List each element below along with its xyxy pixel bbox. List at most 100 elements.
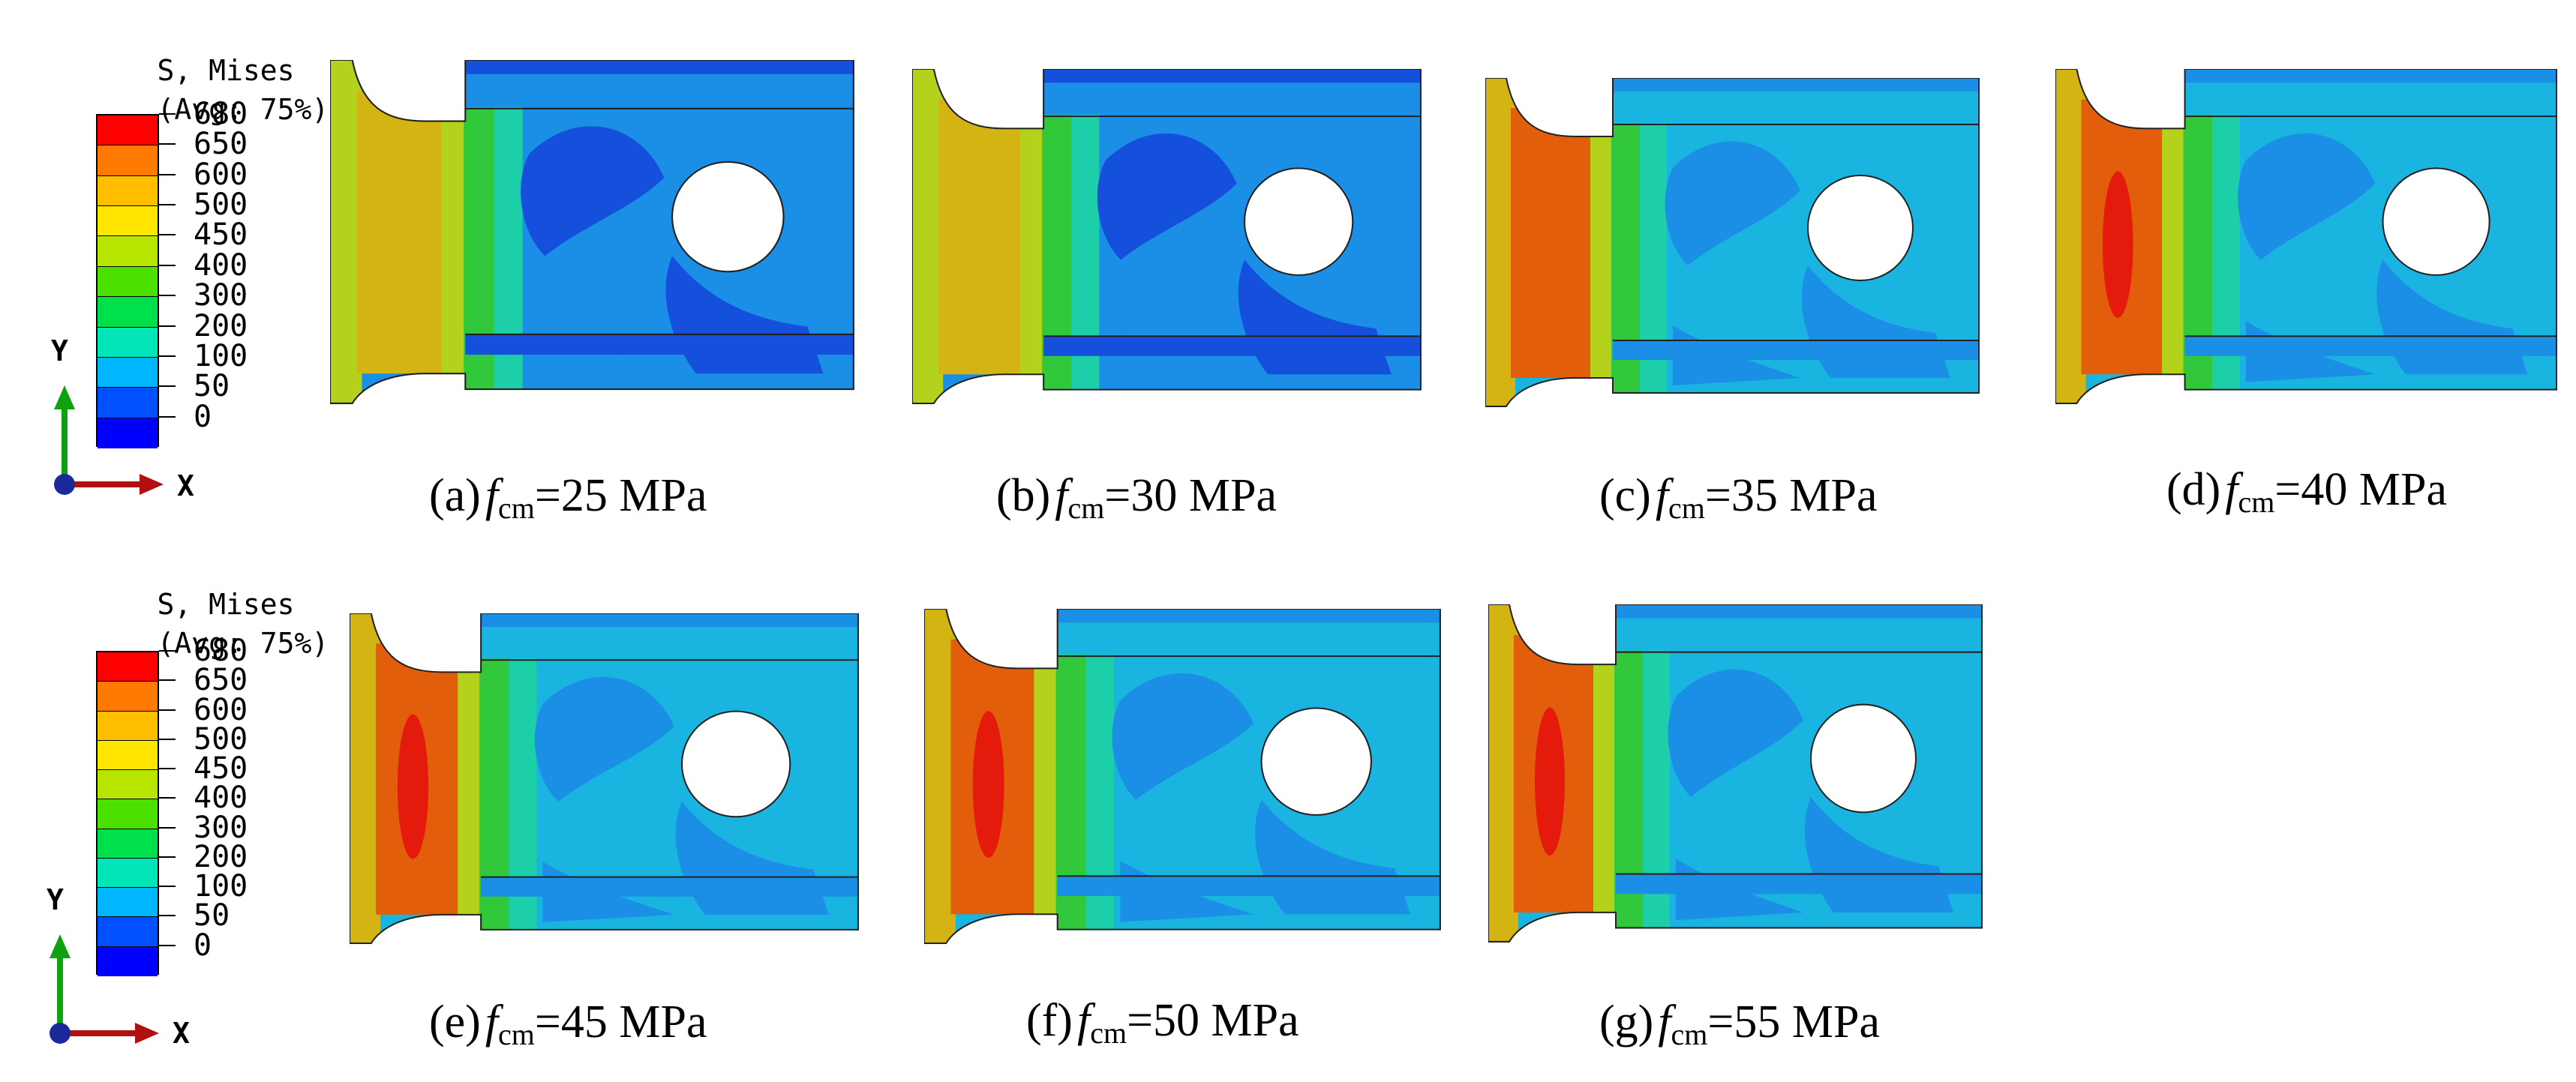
bracket-edge (1485, 77, 1980, 407)
caption-value: =25 MPa (534, 470, 707, 521)
bracket-edge (1488, 603, 1983, 943)
caption-subscript: cm (1067, 491, 1105, 525)
legend-color-band (98, 917, 158, 947)
bottom-edge-band (1057, 876, 1440, 896)
bolt-hole-edge (1260, 707, 1372, 816)
contour-fills (912, 69, 1421, 403)
fe-contour-plot (1485, 77, 1980, 407)
caption-label: (d) (2166, 464, 2221, 515)
legend-color-band (98, 297, 158, 328)
caption-variable: f (485, 997, 499, 1048)
flange-band (330, 60, 362, 403)
flange-band (924, 609, 956, 943)
low-stress-region (1112, 673, 1254, 800)
low-stress-region (1668, 669, 1803, 797)
legend-tick (159, 385, 176, 388)
legend-level-label: 100 (194, 338, 248, 373)
legend-level-label: 680 (194, 97, 248, 131)
legend-colorbar (96, 651, 159, 976)
triad-svg (54, 385, 164, 495)
bolt-hole-edge (671, 160, 785, 273)
web-band-high (357, 91, 445, 374)
fe-contour-plot (2054, 67, 2557, 404)
caption-subscript: cm (1671, 1018, 1708, 1051)
bottom-edge-band (1043, 336, 1421, 356)
legend-level-label: 300 (194, 278, 248, 313)
caption-label: (b) (996, 470, 1051, 521)
legend-color-band (98, 327, 158, 358)
legend-subtitle: (Avg: 75%) (157, 627, 329, 660)
legend-color-band (98, 682, 158, 712)
caption-label: (g) (1599, 997, 1654, 1048)
legend-color-band (98, 418, 158, 448)
bracket-edge (923, 607, 1441, 944)
caption-subscript: cm (1668, 491, 1705, 525)
legend-level-label: 0 (194, 928, 212, 963)
fe-contour-plot (1488, 603, 1983, 943)
legend-color-band (98, 770, 158, 800)
legend-colorbar (96, 114, 159, 448)
x-axis-label: X (173, 1017, 190, 1050)
panel-f (923, 607, 1442, 945)
top-edge-band (1043, 69, 1421, 83)
low-stress-region (529, 319, 665, 382)
legend-color-band (98, 829, 158, 859)
caption-a: (a)fcm=25 MPa (429, 469, 707, 526)
legend-tick (159, 113, 176, 115)
legend-title: S, Mises (157, 54, 295, 87)
caption-label: (a) (429, 470, 481, 521)
bolt-hole-edge (1807, 175, 1914, 281)
caption-e: (e)fcm=45 MPa (429, 996, 707, 1052)
peak-stress-zone (2102, 171, 2133, 318)
triad-svg (50, 934, 159, 1044)
low-stress-region (1120, 861, 1254, 922)
caption-value: =45 MPa (534, 997, 707, 1048)
legend-color-band (98, 357, 158, 388)
caption-subscript: cm (1090, 1016, 1127, 1050)
legend-tick (159, 204, 176, 206)
legend-level-label: 300 (194, 810, 248, 845)
legend-tick (159, 856, 176, 858)
web-band-high (938, 99, 1024, 375)
legend-tick (159, 915, 176, 917)
low-stress-region (534, 676, 674, 802)
bolt-hole-edge (1810, 703, 1917, 814)
flange-band (350, 613, 381, 943)
axis-triad-top: Y X (30, 334, 194, 502)
caption-g: (g)fcm=55 MPa (1599, 996, 1880, 1052)
caption-d: (d)fcm=40 MPa (2166, 463, 2447, 520)
legend-color-band (98, 888, 158, 918)
low-stress-region (2245, 321, 2376, 382)
caption-subscript: cm (2238, 485, 2275, 519)
web-band-mid (1020, 91, 1044, 382)
legend-color-band (98, 740, 158, 771)
bolt-hole (1244, 168, 1353, 275)
bracket-edge (348, 612, 859, 944)
web-band-mid (1034, 631, 1058, 922)
legend-tick (159, 768, 176, 770)
x-axis-label: X (177, 469, 194, 502)
flange-band (2055, 69, 2086, 403)
web-band-mid (1590, 100, 1613, 385)
legend-level-label: 50 (194, 369, 230, 404)
legend-tick (159, 173, 176, 175)
caption-value: =30 MPa (1104, 470, 1277, 521)
caption-variable: f (2225, 464, 2238, 515)
contour-fills (350, 613, 858, 943)
bolt-hole (682, 711, 791, 817)
fe-contour-plot (923, 607, 1441, 944)
legend-tick (159, 679, 176, 682)
low-stress-region (1676, 859, 1803, 921)
legend-tick (159, 797, 176, 799)
caption-variable: f (1076, 995, 1091, 1046)
fe-contour-plot (329, 58, 854, 404)
low-stress-region (1673, 325, 1800, 385)
legend-tick (159, 415, 176, 418)
legend-color-band (98, 388, 158, 418)
legend-tick (159, 143, 176, 145)
panel-a (329, 58, 855, 405)
caption-variable: f (485, 470, 499, 521)
bottom-edge-band (1613, 340, 1979, 360)
top-edge-band (465, 60, 854, 74)
low-stress-region (521, 126, 665, 256)
